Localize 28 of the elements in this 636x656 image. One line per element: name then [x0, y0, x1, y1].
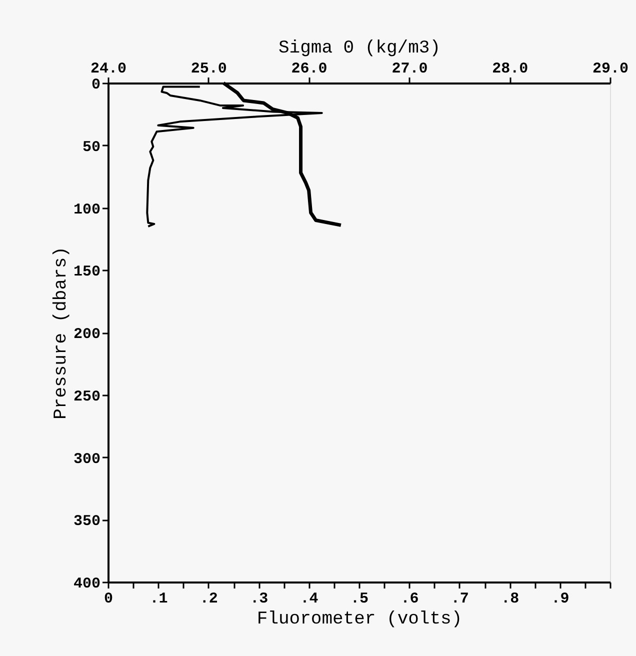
x-tick-label: .2 — [200, 590, 218, 608]
y-axis-title: Pressure (dbars) — [51, 246, 72, 420]
x-tick-label: .7 — [450, 590, 469, 608]
x-tick-label: .9 — [551, 590, 570, 608]
y-tick-label: 200 — [73, 326, 100, 343]
x2-tick-label: 27.0 — [392, 60, 428, 78]
x2-tick-label: 24.0 — [90, 60, 127, 78]
y-tick-label: 300 — [73, 450, 100, 468]
x-tick-label: .8 — [501, 590, 520, 608]
x-axis-title: Fluorometer (volts) — [256, 610, 462, 630]
x-tick-label: .1 — [150, 590, 168, 608]
y-tick-label: 50 — [82, 138, 100, 156]
x-tick-label: .5 — [350, 590, 369, 608]
x-tick-label: .3 — [250, 590, 268, 608]
x2-tick-label: 26.0 — [291, 60, 328, 78]
x-tick-label: .4 — [300, 590, 318, 608]
y-tick-label: 150 — [73, 264, 100, 281]
x2-tick-label: 25.0 — [190, 60, 227, 78]
x2-tick-label: 28.0 — [492, 60, 528, 78]
y-tick-label: 100 — [73, 201, 100, 218]
y-tick-label: 0 — [91, 76, 100, 94]
x-tick-label: 0 — [104, 590, 114, 608]
x2-axis-title: Sigma 0 (kg/m3) — [278, 38, 441, 58]
x2-tick-label: 29.0 — [592, 60, 629, 78]
x-tick-label: .6 — [400, 590, 419, 608]
y-tick-label: 400 — [73, 576, 100, 592]
y-tick-label: 350 — [73, 513, 100, 530]
y-tick-label: 250 — [73, 388, 100, 406]
